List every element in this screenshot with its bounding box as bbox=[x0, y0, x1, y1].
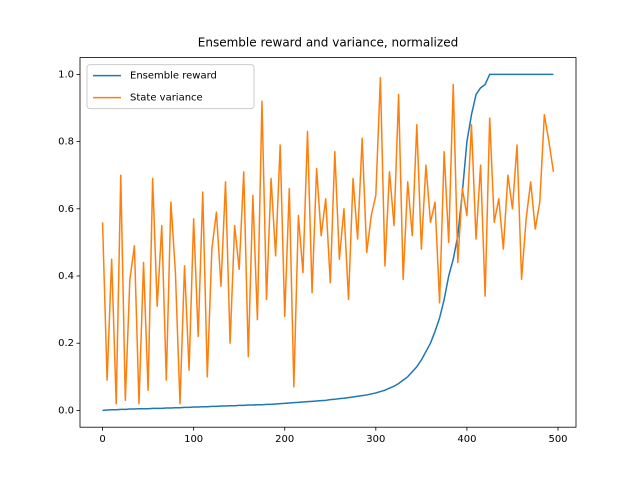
y-tick-label: 1.0 bbox=[58, 69, 74, 80]
y-tick-label: 0.6 bbox=[58, 204, 74, 215]
y-tick-label: 0.2 bbox=[58, 338, 74, 349]
y-tick-label: 0.8 bbox=[58, 137, 74, 148]
x-tick-label: 400 bbox=[457, 434, 476, 445]
legend-box bbox=[86, 64, 255, 110]
x-tick-label: 500 bbox=[548, 434, 567, 445]
legend-label: Ensemble reward bbox=[130, 71, 217, 82]
x-tick-label: 100 bbox=[184, 434, 203, 445]
y-tick-label: 0.0 bbox=[58, 405, 74, 416]
x-tick-label: 200 bbox=[275, 434, 294, 445]
series-line bbox=[102, 73, 554, 412]
x-tick-label: 0 bbox=[99, 434, 105, 445]
legend-label: State variance bbox=[130, 93, 203, 104]
x-tick-label: 300 bbox=[366, 434, 385, 445]
series-line bbox=[101, 77, 555, 405]
axes-frame bbox=[79, 57, 577, 428]
y-tick-label: 0.4 bbox=[58, 271, 74, 282]
chart-title: Ensemble reward and variance, normalized bbox=[198, 36, 458, 50]
